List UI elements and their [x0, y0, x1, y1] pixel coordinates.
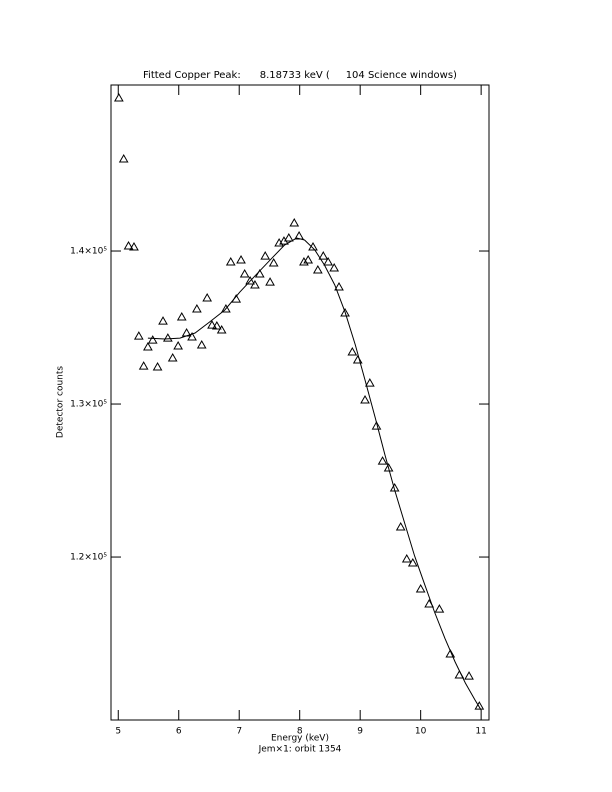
data-point: [147, 335, 158, 344]
data-point: [196, 339, 207, 349]
x-tick-label: 11: [475, 727, 486, 737]
data-point: [118, 154, 129, 163]
data-point: [221, 304, 231, 313]
fit-line: [147, 237, 482, 711]
data-point: [415, 584, 426, 593]
data-point: [245, 276, 255, 285]
y-tick-label: 1.4×10⁵: [70, 247, 107, 257]
data-point: [407, 558, 418, 567]
data-point: [347, 346, 358, 356]
data-point: [143, 341, 153, 351]
data-point: [260, 251, 271, 260]
data-point: [464, 671, 474, 680]
data-point: [158, 316, 168, 325]
x-axis-label: Energy (keV): [271, 734, 329, 744]
data-point: [265, 277, 275, 286]
data-point: [360, 395, 370, 404]
data-point: [371, 421, 382, 430]
data-point: [445, 649, 456, 658]
data-point: [334, 281, 344, 291]
data-point: [138, 361, 149, 370]
data-point: [401, 554, 412, 563]
data-point: [364, 378, 375, 387]
data-point: [268, 257, 279, 267]
data-point: [329, 262, 340, 272]
data-point: [308, 242, 318, 251]
data-point: [318, 251, 329, 260]
data-point: [239, 268, 250, 278]
data-point: [114, 92, 124, 102]
data-point: [323, 257, 333, 266]
data-point: [352, 354, 363, 364]
x-tick-label: 5: [115, 727, 121, 737]
y-tick-label: 1.3×10⁵: [70, 400, 107, 410]
data-point: [211, 320, 222, 330]
data-point: [312, 264, 323, 274]
data-point: [377, 456, 388, 465]
data-point: [236, 255, 246, 264]
data-point: [434, 604, 445, 613]
y-axis-label: Detector counts: [56, 366, 66, 438]
plot-frame: [110, 84, 490, 721]
chart-title: Fitted Copper Peak: 8.18733 keV ( 104 Sc…: [143, 70, 457, 81]
data-point: [340, 307, 350, 317]
x-tick-label: 8: [297, 727, 303, 737]
data-point: [176, 311, 187, 321]
data-point: [187, 332, 197, 341]
data-point: [173, 341, 183, 350]
x-tick-label: 7: [236, 727, 242, 737]
x-tick-label: 6: [176, 727, 182, 737]
x-tick-label: 9: [357, 727, 363, 737]
x-tick-label: 10: [415, 727, 427, 737]
data-point: [162, 333, 173, 342]
data-point: [167, 352, 178, 362]
y-tick-label: 1.2×10⁵: [70, 553, 107, 563]
data-point: [216, 324, 227, 334]
data-point: [383, 462, 394, 472]
data-point: [299, 257, 309, 266]
data-point: [129, 242, 139, 251]
data-point: [250, 279, 260, 289]
data-point: [289, 218, 300, 227]
data-point: [283, 233, 294, 242]
data-point: [225, 257, 236, 266]
data-point: [395, 522, 406, 531]
data-point: [152, 361, 163, 371]
data-point: [192, 304, 202, 313]
data-point: [202, 292, 213, 302]
data-point: [123, 240, 134, 250]
data-point: [303, 255, 314, 264]
data-point: [133, 331, 144, 340]
data-point: [474, 701, 485, 710]
subtitle: Jem×1: orbit 1354: [258, 745, 342, 755]
data-point: [207, 320, 217, 329]
